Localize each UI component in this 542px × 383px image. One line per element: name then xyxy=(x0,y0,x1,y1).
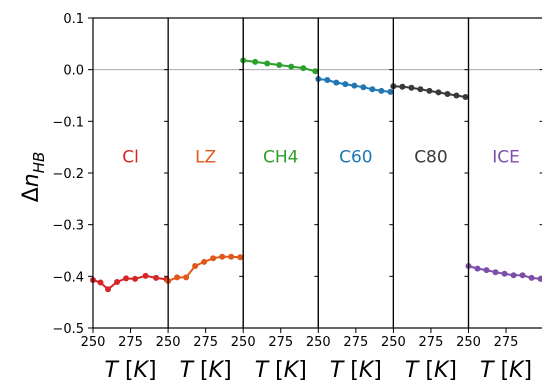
y-tick-label: −0.3 xyxy=(52,219,84,234)
data-point xyxy=(264,60,271,67)
panel-frame xyxy=(317,17,394,329)
x-axis-label: T [K] xyxy=(255,358,307,383)
y-tick-label: −0.5 xyxy=(52,322,84,337)
data-point xyxy=(378,87,385,94)
data-point xyxy=(252,58,259,65)
panel-cl: Cl 250 275 T [K] xyxy=(81,17,170,383)
y-axis-label: ΔnHB xyxy=(19,152,48,203)
y-tick-label: −0.4 xyxy=(52,270,84,285)
data-point xyxy=(387,88,394,95)
data-point xyxy=(537,275,542,282)
data-point xyxy=(183,274,190,281)
data-point xyxy=(237,254,244,261)
data-point xyxy=(153,274,160,281)
data-point xyxy=(342,81,349,88)
panel-c80: C80 250 275 T [K] xyxy=(381,17,470,383)
data-point xyxy=(474,265,481,272)
data-point xyxy=(351,82,358,89)
data-point xyxy=(333,79,340,86)
x-axis-label: T [K] xyxy=(405,358,457,383)
data-point xyxy=(201,258,208,265)
data-point xyxy=(276,62,283,69)
data-point xyxy=(519,272,526,279)
x-tick-label: 275 xyxy=(343,335,368,350)
data-point xyxy=(444,90,451,97)
data-point xyxy=(324,77,331,83)
x-tick-label: 275 xyxy=(494,335,519,350)
data-point xyxy=(219,253,226,260)
data-point xyxy=(132,275,139,282)
x-tick-label: 250 xyxy=(381,335,406,350)
panel-c60: C60 250 275 T [K] xyxy=(306,17,394,383)
data-point xyxy=(105,286,112,293)
panel-label: C80 xyxy=(414,148,448,168)
x-tick-label: 275 xyxy=(118,335,143,350)
data-point xyxy=(312,68,319,75)
x-axis-label: T [K] xyxy=(330,358,382,383)
data-point xyxy=(228,253,235,260)
x-axis-label: T [K] xyxy=(105,358,157,383)
x-tick-label: 250 xyxy=(231,335,256,350)
data-point xyxy=(492,269,499,276)
data-point xyxy=(300,65,307,72)
y-tick-label: 0.0 xyxy=(63,64,84,79)
x-tick-label: 250 xyxy=(306,335,331,350)
y-tick-label: 0.1 xyxy=(63,12,84,27)
panel-lz: LZ 250 275 T [K] xyxy=(156,17,244,383)
data-point xyxy=(288,63,295,70)
data-point xyxy=(528,274,535,281)
x-tick-label: 275 xyxy=(193,335,218,350)
panel-label: ICE xyxy=(492,148,520,168)
panel-ice: ICE 250 275 T [K] xyxy=(456,17,542,383)
data-point xyxy=(114,279,121,286)
data-point xyxy=(483,267,490,274)
panel-frame xyxy=(167,17,244,329)
data-point xyxy=(417,86,424,93)
panel-label: C60 xyxy=(339,148,373,168)
y-tick-label: −0.2 xyxy=(52,167,84,182)
data-point xyxy=(174,274,181,281)
data-point xyxy=(360,84,367,91)
x-tick-label: 275 xyxy=(268,335,293,350)
panel-label: Cl xyxy=(122,148,139,168)
data-point xyxy=(97,279,104,286)
x-tick-label: 275 xyxy=(419,335,444,350)
data-point xyxy=(123,275,130,282)
data-point xyxy=(426,87,433,94)
data-point xyxy=(210,255,217,262)
data-point xyxy=(435,89,442,96)
data-point xyxy=(462,94,469,101)
x-axis-label: T [K] xyxy=(180,358,232,383)
data-point xyxy=(510,272,517,279)
x-tick-label: 250 xyxy=(81,335,106,350)
data-point xyxy=(453,92,460,99)
panel-ch4: CH4 250 275 T [K] xyxy=(231,17,319,383)
data-point xyxy=(399,83,406,90)
panel-frame xyxy=(467,17,542,329)
x-tick-label: 250 xyxy=(156,335,181,350)
panel-frame xyxy=(392,17,470,329)
data-point xyxy=(142,272,149,279)
x-tick-label: 250 xyxy=(456,335,481,350)
data-point xyxy=(369,86,376,93)
x-axis-label: T [K] xyxy=(480,358,532,383)
panel-frame xyxy=(92,17,169,329)
data-point xyxy=(192,263,199,269)
data-point xyxy=(501,270,508,277)
panel-label: CH4 xyxy=(263,148,298,168)
y-tick-label: −0.1 xyxy=(52,115,84,130)
panel-label: LZ xyxy=(195,148,216,168)
data-point xyxy=(408,84,415,91)
